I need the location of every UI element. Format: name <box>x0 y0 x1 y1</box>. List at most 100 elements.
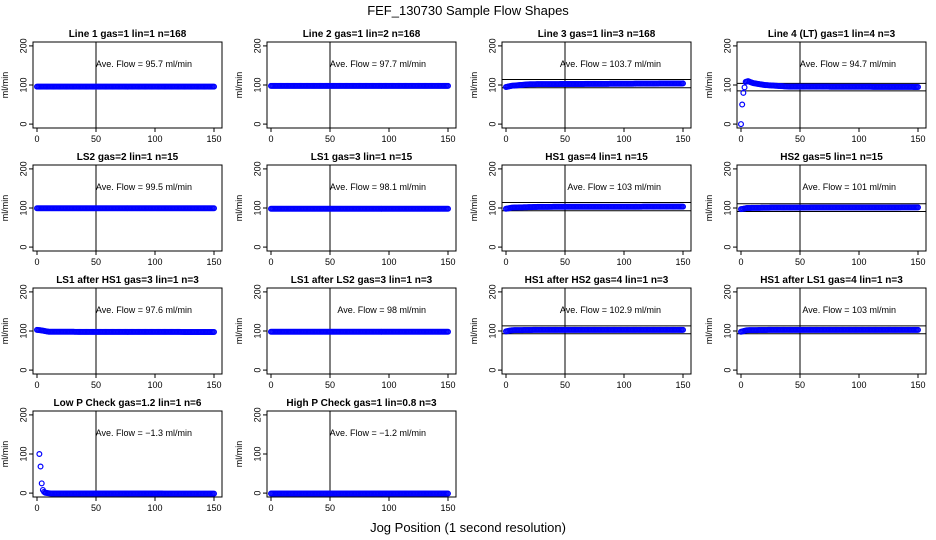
panel-6: LS1 gas=3 lin=1 n=15 ml/min 0 50 100 150 0 100 2… <box>234 152 457 267</box>
x-tick-label: 50 <box>560 380 570 390</box>
y-tick-label: 0 <box>487 245 497 250</box>
panel-title: Low P Check gas=1.2 lin=1 n=6 <box>54 398 202 409</box>
y-tick-label: 200 <box>252 161 262 176</box>
x-tick-label: 0 <box>503 134 508 144</box>
y-tick-label: 100 <box>252 323 262 338</box>
y-tick-label: 100 <box>18 446 28 461</box>
y-axis-label: ml/min <box>0 441 10 468</box>
x-tick-label: 0 <box>738 257 743 267</box>
panel-title: LS1 after LS2 gas=3 lin=1 n=3 <box>291 275 433 286</box>
x-tick-label: 150 <box>440 257 455 267</box>
panel-12: HS1 after LS1 gas=4 lin=1 n=3 ml/min 0 50 10… <box>704 275 927 390</box>
panel-title: HS1 after HS2 gas=4 lin=1 n=3 <box>525 275 669 286</box>
y-tick-label: 100 <box>722 77 732 92</box>
y-tick-label: 100 <box>722 200 732 215</box>
x-tick-label: 50 <box>325 503 335 513</box>
y-axis-label: ml/min <box>234 195 244 222</box>
x-tick-label: 0 <box>34 503 39 513</box>
figure-title: FEF_130730 Sample Flow Shapes <box>367 3 569 18</box>
data-point <box>445 82 452 89</box>
panel-title: HS1 after LS1 gas=4 lin=1 n=3 <box>760 275 903 286</box>
y-tick-label: 0 <box>18 122 28 127</box>
panel-title: HS2 gas=5 lin=1 n=15 <box>780 152 883 163</box>
x-tick-label: 150 <box>675 134 690 144</box>
panel-1: Line 1 gas=1 lin=1 n=168 ml/min 0 50 100 150 0… <box>0 29 223 144</box>
panel-title: Line 1 gas=1 lin=1 n=168 <box>69 29 187 40</box>
panel-title: HS1 gas=4 lin=1 n=15 <box>545 152 648 163</box>
x-tick-label: 150 <box>206 380 221 390</box>
y-tick-label: 100 <box>487 200 497 215</box>
y-tick-label: 0 <box>722 122 732 127</box>
ave-flow-label: Ave. Flow = −1.3 ml/min <box>96 428 192 438</box>
y-tick-label: 0 <box>722 245 732 250</box>
x-tick-label: 50 <box>91 257 101 267</box>
panel-title: LS1 after HS1 gas=3 lin=1 n=3 <box>56 275 199 286</box>
x-tick-label: 150 <box>206 134 221 144</box>
data-point <box>445 490 452 497</box>
panel-7: HS1 gas=4 lin=1 n=15 ml/min 0 50 100 150 0 100 2… <box>469 152 692 267</box>
data-point <box>679 326 686 333</box>
y-axis-label: ml/min <box>234 318 244 345</box>
panel-14: High P Check gas=1 lin=0.8 n=3 ml/min 0 50 1… <box>234 398 457 513</box>
x-tick-label: 50 <box>91 134 101 144</box>
y-axis-label: ml/min <box>469 72 479 99</box>
y-tick-label: 100 <box>18 200 28 215</box>
data-point <box>211 490 218 497</box>
x-tick-label: 0 <box>738 134 743 144</box>
x-tick-label: 0 <box>268 134 273 144</box>
y-tick-label: 200 <box>18 284 28 299</box>
x-tick-label: 100 <box>616 134 631 144</box>
y-tick-label: 0 <box>18 368 28 373</box>
y-axis-label: ml/min <box>704 318 714 345</box>
x-tick-label: 100 <box>381 380 396 390</box>
x-tick-label: 50 <box>795 257 805 267</box>
x-tick-label: 50 <box>91 503 101 513</box>
y-tick-label: 0 <box>252 491 262 496</box>
panel-10: LS1 after LS2 gas=3 lin=1 n=3 ml/min 0 50 10… <box>234 275 457 390</box>
data-point <box>914 204 921 211</box>
x-tick-label: 150 <box>440 134 455 144</box>
panel-3: Line 3 gas=1 lin=3 n=168 ml/min 0 50 100 150 0… <box>469 29 692 144</box>
panel-title: High P Check gas=1 lin=0.8 n=3 <box>286 398 437 409</box>
ave-flow-label: Ave. Flow = 103 ml/min <box>802 305 896 315</box>
x-tick-label: 0 <box>268 257 273 267</box>
x-tick-label: 150 <box>675 380 690 390</box>
x-tick-label: 100 <box>381 503 396 513</box>
data-point <box>36 451 43 458</box>
x-tick-label: 100 <box>851 134 866 144</box>
x-tick-label: 0 <box>503 380 508 390</box>
y-tick-label: 100 <box>487 323 497 338</box>
data-point <box>737 121 744 128</box>
y-tick-label: 200 <box>18 38 28 53</box>
data-point <box>914 83 921 90</box>
data-point <box>679 80 686 87</box>
y-tick-label: 100 <box>252 77 262 92</box>
y-tick-label: 200 <box>487 284 497 299</box>
x-tick-label: 150 <box>440 503 455 513</box>
plot-frame <box>266 410 457 498</box>
x-tick-label: 50 <box>91 380 101 390</box>
data-point <box>679 203 686 210</box>
y-axis-label: ml/min <box>0 318 10 345</box>
data-point <box>740 89 747 96</box>
x-tick-label: 0 <box>268 503 273 513</box>
y-axis-label: ml/min <box>469 195 479 222</box>
x-tick-label: 100 <box>616 380 631 390</box>
ave-flow-label: Ave. Flow = 103.7 ml/min <box>560 59 661 69</box>
data-point <box>445 328 452 335</box>
y-tick-label: 200 <box>18 161 28 176</box>
data-point <box>445 205 452 212</box>
data-point <box>37 463 44 470</box>
ave-flow-label: Ave. Flow = 102.9 ml/min <box>560 305 661 315</box>
y-tick-label: 0 <box>487 368 497 373</box>
y-tick-label: 200 <box>722 284 732 299</box>
y-tick-label: 200 <box>18 407 28 422</box>
data-point <box>38 480 45 487</box>
y-tick-label: 0 <box>252 122 262 127</box>
x-tick-label: 50 <box>795 134 805 144</box>
y-tick-label: 0 <box>487 122 497 127</box>
panel-title: LS2 gas=2 lin=1 n=15 <box>77 152 179 163</box>
plot-frame <box>32 410 223 498</box>
y-tick-label: 100 <box>487 77 497 92</box>
ave-flow-label: Ave. Flow = 97.7 ml/min <box>330 59 426 69</box>
